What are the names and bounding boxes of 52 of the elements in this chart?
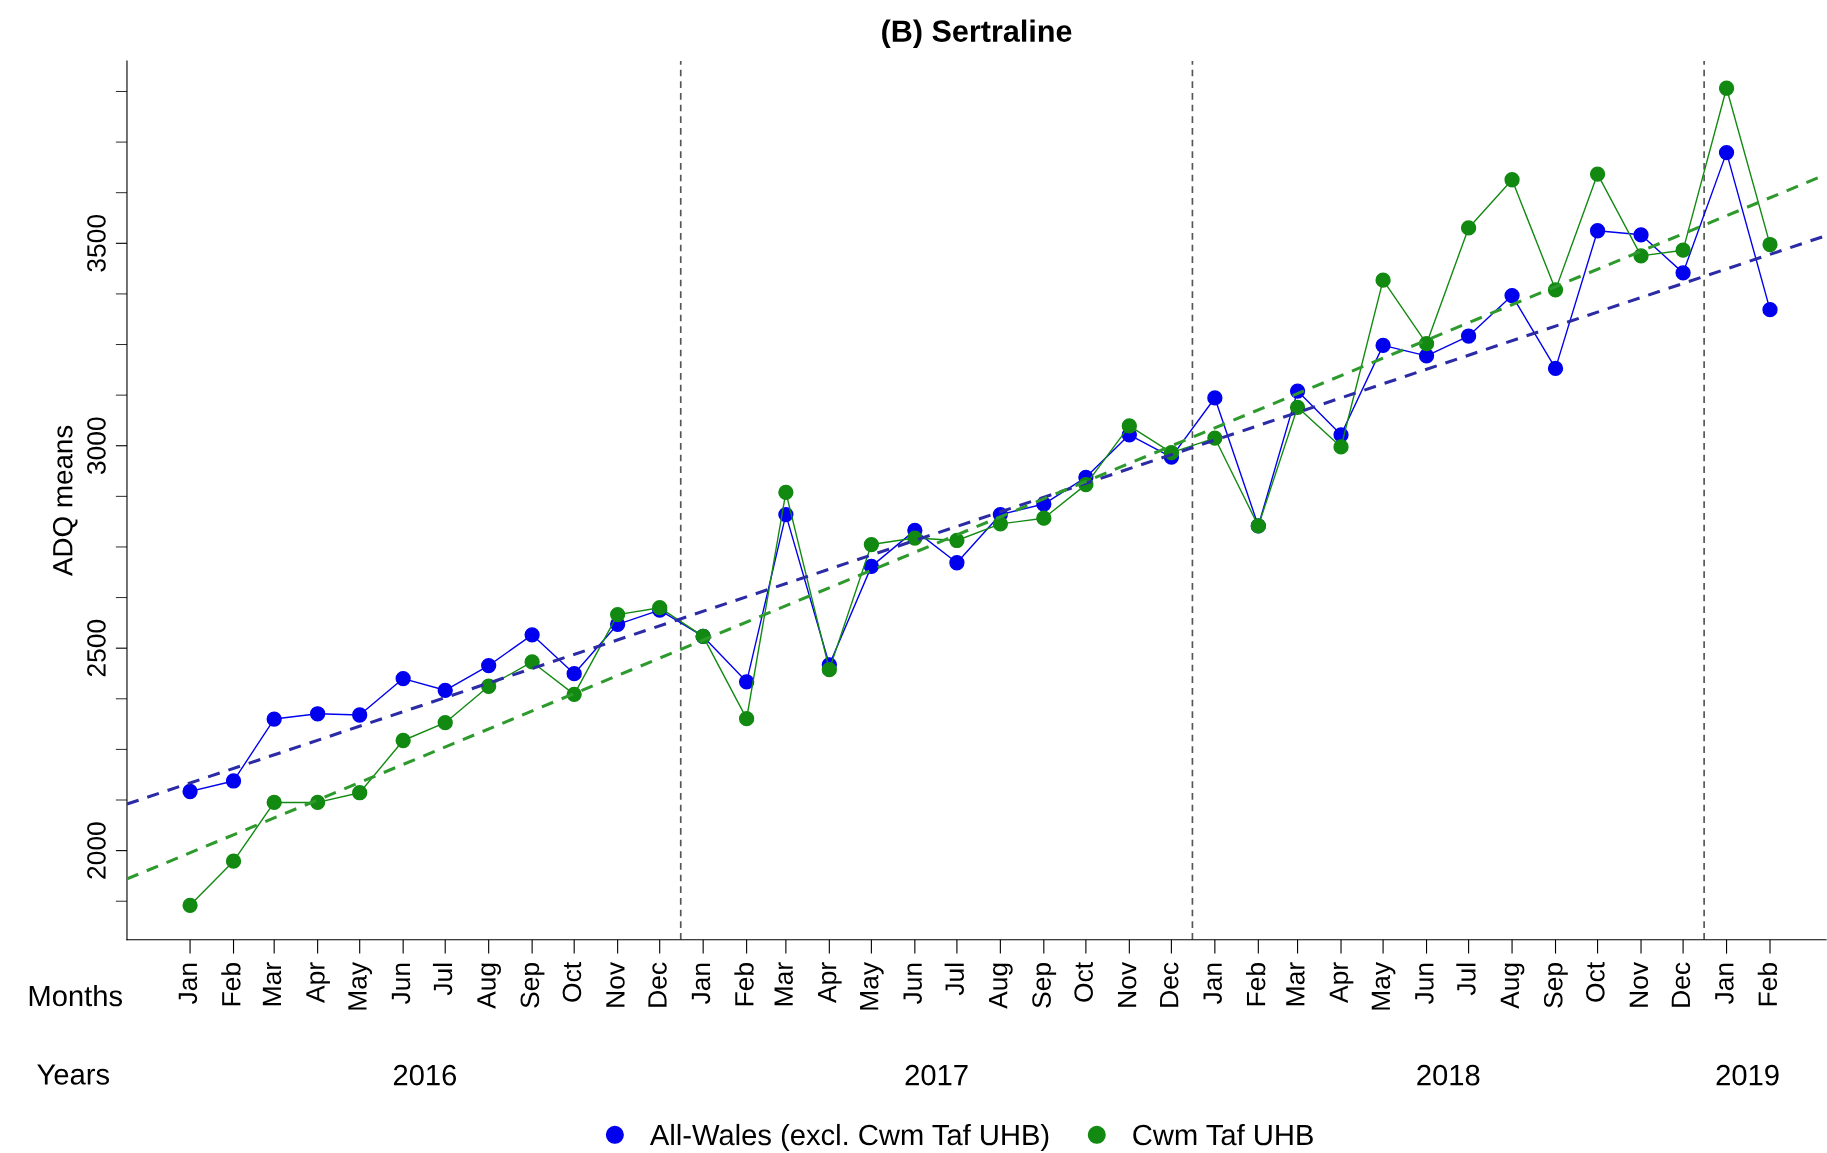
x-tick-label: Aug (477, 963, 501, 1009)
x-tick-label: Nov (1118, 962, 1137, 1007)
x-tick-label: Feb (221, 963, 241, 1006)
y-tick-label: 2500 (87, 619, 106, 677)
chart-title: (B) Sertraline (882, 19, 1072, 48)
y-tick-label: 3500 (87, 214, 106, 272)
x-tick-label: Jul (1456, 963, 1476, 996)
x-tick-label: Sep (520, 963, 545, 1008)
x-tick-label: May (860, 961, 884, 1010)
x-tick-label: Oct (1585, 962, 1605, 1002)
x-tick-label: Sep (1032, 963, 1057, 1008)
text: 2018 (1417, 1064, 1480, 1086)
y-axis-title: ADQ means (52, 425, 78, 576)
x-tick-label: Jan (178, 963, 198, 1005)
legend-label: All-Wales (excl. Cwm Taf UHB) (649, 1123, 1049, 1152)
text: Months (29, 984, 122, 1007)
x-tick-label: Aug (989, 963, 1013, 1009)
legend-label: Cwm Taf UHB (1133, 1123, 1313, 1146)
x-tick-label: Jan (1715, 963, 1734, 1005)
x-tick-label: Apr (818, 962, 842, 1003)
x-tick-label: May (1371, 961, 1396, 1010)
x-tick-label: May (348, 961, 372, 1010)
x-tick-label: Oct (1074, 962, 1093, 1002)
x-tick-label: Sep (1543, 963, 1568, 1008)
x-tick-label: Nov (606, 962, 625, 1007)
x-tick-label: Jan (691, 963, 711, 1005)
x-tick-label: Jun (903, 963, 922, 1005)
x-tick-label: Dec (1160, 962, 1179, 1007)
text: 2016 (393, 1064, 457, 1086)
x-tick-label: Jun (1415, 963, 1434, 1005)
text: 2019 (1716, 1064, 1779, 1086)
x-tick-label: Nov (1629, 962, 1649, 1007)
x-tick-label: Mar (262, 962, 282, 1006)
text: Years (37, 1064, 110, 1085)
x-tick-label: Apr (306, 962, 330, 1003)
x-tick-label: Oct (562, 962, 582, 1002)
x-tick-label: Feb (1246, 963, 1266, 1006)
y-tick-label: 2000 (87, 822, 106, 879)
x-tick-label: Dec (1671, 962, 1691, 1007)
x-tick-label: Jul (432, 963, 453, 996)
x-tick-label: Jun (391, 963, 411, 1005)
x-tick-label: Dec (648, 962, 667, 1007)
y-tick-label: 3000 (87, 417, 106, 475)
x-tick-label: Mar (1286, 962, 1305, 1006)
x-tick-label: Jan (1203, 963, 1222, 1005)
x-tick-label: Jul (944, 963, 964, 996)
x-tick-label: Apr (1329, 962, 1354, 1003)
x-tick-label: Feb (734, 963, 754, 1006)
x-tick-label: Mar (774, 962, 793, 1006)
x-tick-label: Aug (1500, 963, 1525, 1009)
text: 2017 (905, 1064, 968, 1086)
x-tick-label: Feb (1757, 963, 1778, 1006)
